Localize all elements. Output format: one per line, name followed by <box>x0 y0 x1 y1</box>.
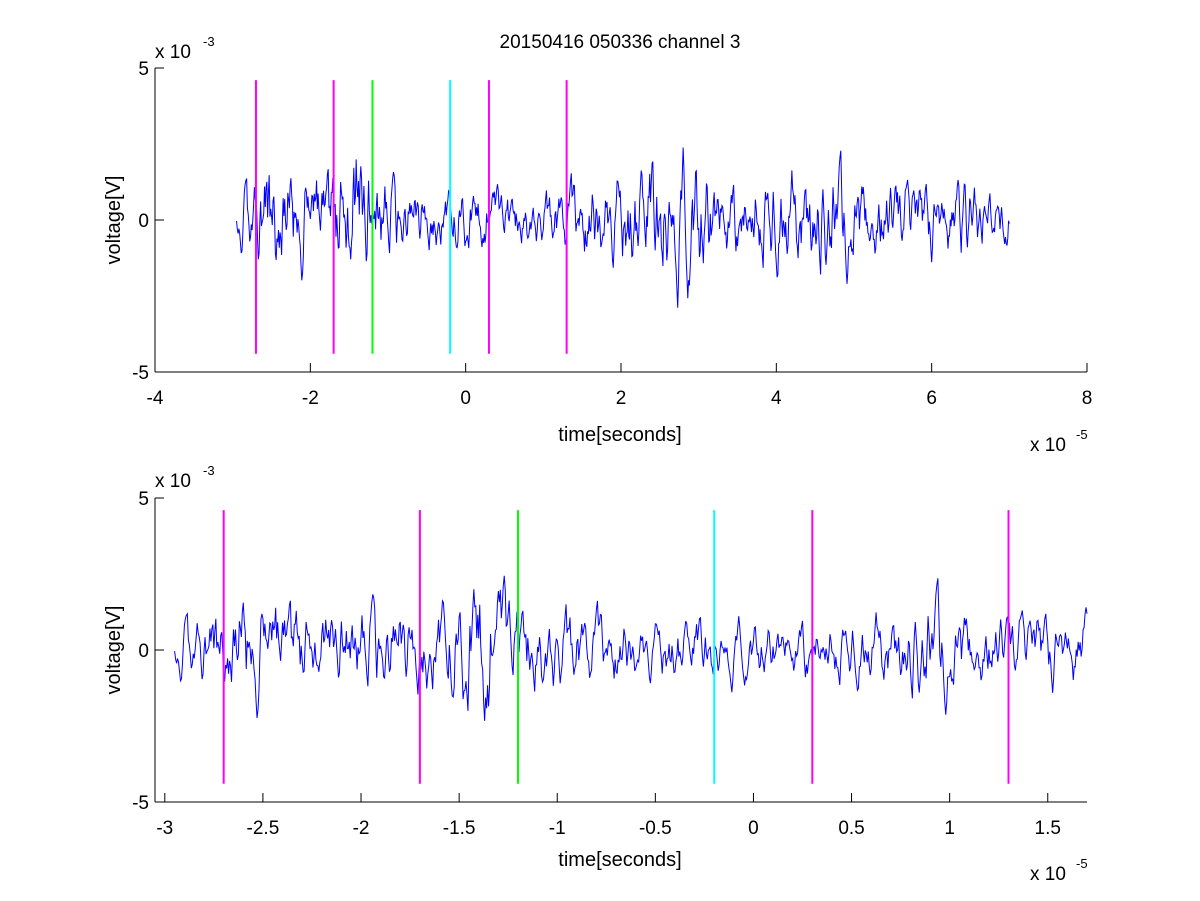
top-x-tick-label: 8 <box>1082 388 1093 409</box>
top-y-tick-label: 5 <box>138 59 149 80</box>
top-x-multiplier: x 10 -5 <box>1030 427 1088 456</box>
top-signal-line <box>236 147 1010 308</box>
bottom-y-tick-label: 5 <box>138 489 149 510</box>
bottom-x-tick-label: -3 <box>156 818 173 839</box>
bottom-x-multiplier: x 10 -5 <box>1030 856 1088 885</box>
top-x-multiplier-exponent: -5 <box>1076 427 1088 442</box>
top-y-multiplier-base: x 10 <box>155 42 191 63</box>
bottom-x-tick-label: -1 <box>549 818 566 839</box>
top-x-tick-label: 0 <box>460 388 471 409</box>
bottom-x-tick-label: 1.5 <box>1035 818 1061 839</box>
bottom-y-axis-label: voltage[V] <box>103 606 125 695</box>
bottom-x-multiplier-exponent: -5 <box>1076 856 1088 871</box>
top-plot: -4 -2 0 2 4 6 8 -5 0 5 time[seconds] voltage[V] x… <box>103 34 1092 456</box>
bottom-x-axis-label: time[seconds] <box>558 849 681 871</box>
bottom-y-tick-label: -5 <box>132 793 149 814</box>
bottom-x-tick-label: -2 <box>353 818 370 839</box>
top-x-tick-label: 2 <box>616 388 627 409</box>
top-x-tick-label: 6 <box>926 388 937 409</box>
top-y-multiplier-exponent: -3 <box>203 34 215 49</box>
top-marker-layer <box>254 80 568 354</box>
figure-title: 20150416 050336 channel 3 <box>500 32 741 53</box>
bottom-x-tick-label: -1.5 <box>443 818 476 839</box>
bottom-signal-layer <box>174 575 1088 721</box>
bottom-signal-line <box>174 575 1088 721</box>
bottom-x-tick-label: 0 <box>748 818 759 839</box>
bottom-x-multiplier-base: x 10 <box>1030 864 1066 885</box>
bottom-x-tick-label: 1 <box>944 818 955 839</box>
bottom-ticks: -3 -2.5 -2 -1.5 -1 -0.5 0 0.5 1 1.5 -5 0 5 <box>132 489 1061 839</box>
top-x-tick-label: 4 <box>771 388 782 409</box>
bottom-x-tick-label: 0.5 <box>838 818 864 839</box>
top-x-axis-label: time[seconds] <box>558 424 681 446</box>
top-y-tick-label: -5 <box>132 363 149 384</box>
bottom-y-multiplier-base: x 10 <box>155 471 191 492</box>
top-x-multiplier-base: x 10 <box>1030 435 1066 456</box>
bottom-y-tick-label: 0 <box>138 641 149 662</box>
top-x-tick-label: -4 <box>147 388 164 409</box>
bottom-x-tick-label: -2.5 <box>247 818 280 839</box>
top-y-multiplier: x 10 -3 <box>155 34 215 63</box>
bottom-x-tick-label: -0.5 <box>639 818 672 839</box>
bottom-marker-layer <box>222 510 1010 784</box>
top-x-tick-label: -2 <box>302 388 319 409</box>
bottom-y-multiplier: x 10 -3 <box>155 463 215 492</box>
bottom-y-multiplier-exponent: -3 <box>203 463 215 478</box>
bottom-plot-area <box>155 498 1087 802</box>
bottom-plot: -3 -2.5 -2 -1.5 -1 -0.5 0 0.5 1 1.5 -5 0 5 time[seco… <box>103 463 1088 885</box>
top-signal-layer <box>236 147 1010 308</box>
top-ticks: -4 -2 0 2 4 6 8 -5 0 5 <box>132 59 1092 409</box>
top-y-axis-label: voltage[V] <box>103 176 125 265</box>
top-y-tick-label: 0 <box>138 211 149 232</box>
